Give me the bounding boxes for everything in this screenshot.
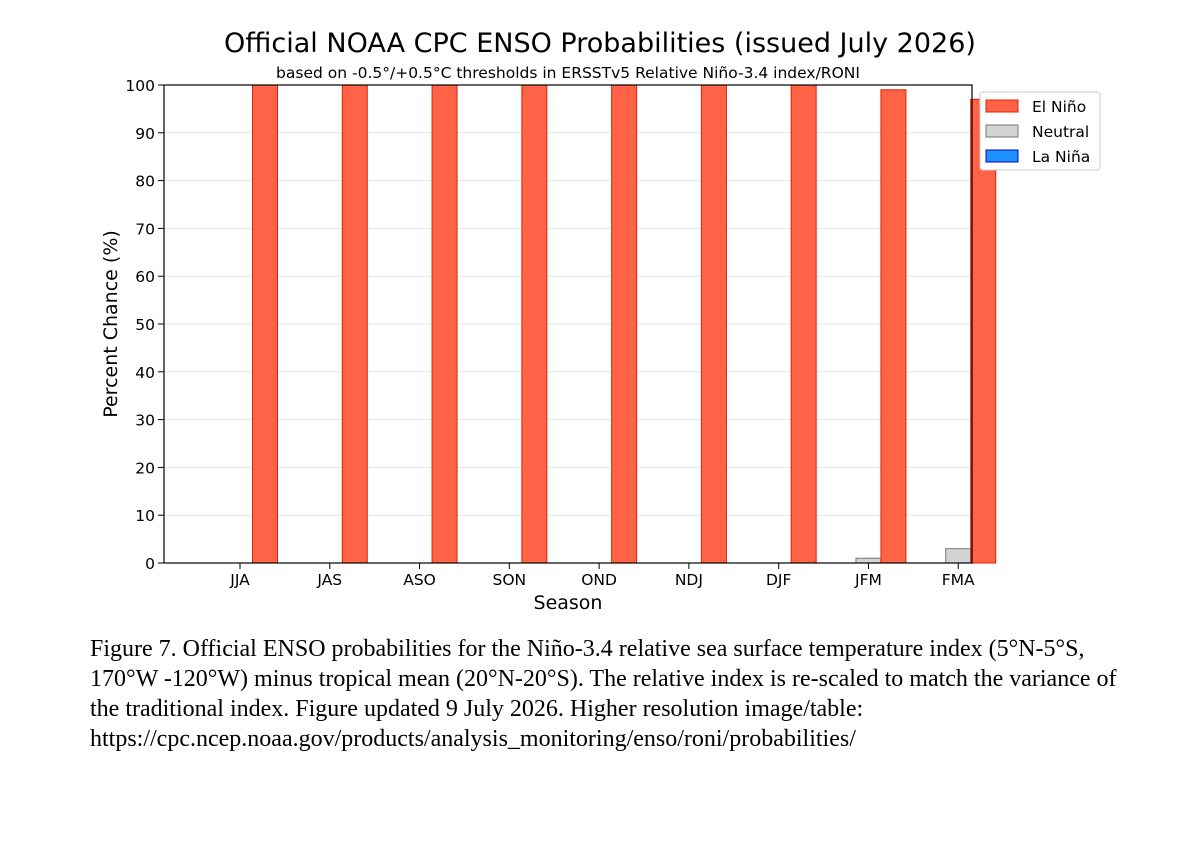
enso-probability-chart: Official NOAA CPC ENSO Probabilities (is… bbox=[100, 28, 1101, 614]
axes: 0 10 20 30 40 50 60 70 80 90 100 JJA JAS ASO SON OND NDJ… bbox=[125, 77, 975, 589]
bar-el-ni-o-son bbox=[521, 84, 548, 564]
bar-el-ni-o-ndj bbox=[700, 84, 727, 564]
y-tick-label: 10 bbox=[135, 507, 155, 525]
legend-swatch bbox=[985, 124, 1019, 138]
x-tick-label: JJA bbox=[229, 571, 250, 589]
y-tick-label: 60 bbox=[135, 268, 155, 286]
legend-label: La Niña bbox=[1032, 148, 1090, 166]
legend: El Niño Neutral La Niña bbox=[979, 91, 1101, 171]
y-tick-label: 50 bbox=[135, 316, 155, 334]
x-tick-label: DJF bbox=[766, 571, 792, 589]
bar-el-ni-o-ond bbox=[611, 84, 638, 564]
bar-el-ni-o-jas bbox=[341, 84, 368, 564]
x-tick-label: NDJ bbox=[675, 571, 703, 589]
y-tick-label: 70 bbox=[135, 220, 155, 238]
chart-subtitle: based on -0.5°/+0.5°C thresholds in ERSS… bbox=[276, 64, 860, 82]
figure-caption: Figure 7. Official ENSO probabilities fo… bbox=[90, 636, 1117, 752]
bar-el-ni-o-jfm bbox=[880, 89, 907, 564]
grid-lines bbox=[164, 84, 972, 564]
y-tick-label: 80 bbox=[135, 173, 155, 191]
x-axis-label: Season bbox=[534, 592, 603, 614]
x-tick-label: ASO bbox=[403, 571, 436, 589]
x-tick-label: JFM bbox=[854, 571, 882, 589]
y-tick-label: 20 bbox=[135, 459, 155, 477]
y-tick-label: 0 bbox=[145, 555, 155, 573]
y-tick-label: 40 bbox=[135, 364, 155, 382]
bar-el-ni-o-jja bbox=[252, 84, 278, 564]
y-tick-label: 100 bbox=[125, 77, 155, 95]
legend-label: El Niño bbox=[1032, 98, 1086, 116]
bar-neutral-fma bbox=[945, 548, 972, 564]
y-tick-label: 30 bbox=[135, 412, 155, 430]
x-tick-label: FMA bbox=[942, 571, 975, 589]
y-tick-label: 90 bbox=[135, 125, 155, 143]
x-tick-label: JAS bbox=[316, 571, 342, 589]
legend-label: Neutral bbox=[1032, 123, 1089, 141]
bars bbox=[202, 84, 997, 564]
x-tick-label: OND bbox=[581, 571, 617, 589]
plot-frame bbox=[163, 84, 973, 564]
x-tick-label: SON bbox=[493, 571, 527, 589]
legend-swatch bbox=[985, 99, 1019, 113]
legend-swatch bbox=[985, 149, 1019, 163]
y-axis-label: Percent Chance (%) bbox=[100, 230, 122, 418]
bar-el-ni-o-aso bbox=[431, 84, 458, 564]
chart-title: Official NOAA CPC ENSO Probabilities (is… bbox=[224, 28, 976, 59]
bar-el-ni-o-djf bbox=[790, 84, 817, 564]
bar-neutral-jfm bbox=[855, 557, 882, 564]
